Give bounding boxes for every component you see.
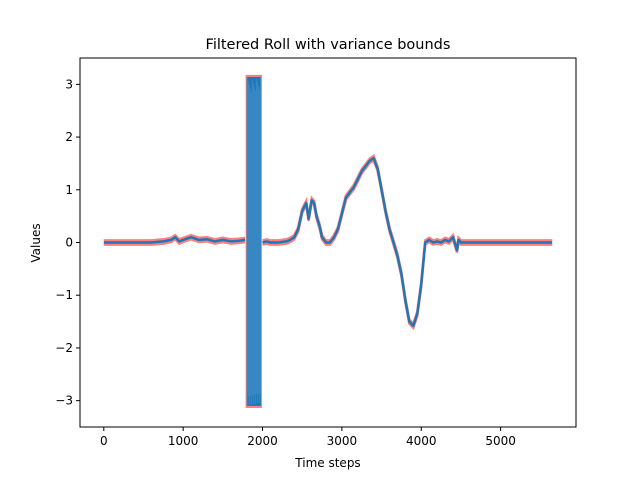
x-tick-label: 4000 — [406, 434, 437, 448]
filtered-roll-line-0 — [103, 235, 246, 244]
y-tick-label: 0 — [65, 236, 73, 250]
x-axis-label: Time steps — [294, 456, 360, 470]
y-tick-label: −1 — [55, 288, 73, 302]
lower-variance-bound-0 — [103, 237, 246, 246]
y-axis-label: Values — [29, 223, 43, 262]
axes: 0 1000 2000 3000 4000 5000 −3 −2 −1 0 1 2 3 — [55, 57, 577, 448]
x-tick-label: 2000 — [247, 434, 278, 448]
x-tick-label: 3000 — [327, 434, 358, 448]
y-tick-label: −2 — [55, 341, 73, 355]
plot-area — [103, 74, 553, 409]
upper-variance-bound-0 — [103, 233, 246, 242]
x-tick-label: 0 — [100, 434, 108, 448]
y-tick-label: −3 — [55, 394, 73, 408]
y-tick-label: 3 — [65, 77, 73, 91]
x-tick-label: 1000 — [168, 434, 199, 448]
y-tick-label: 2 — [65, 130, 73, 144]
chart-title: Filtered Roll with variance bounds — [206, 37, 451, 53]
plot-content — [103, 74, 553, 409]
x-tick-label: 5000 — [485, 434, 516, 448]
y-tick-label: 1 — [65, 183, 73, 197]
filtered-roll-line-1 — [262, 156, 553, 328]
